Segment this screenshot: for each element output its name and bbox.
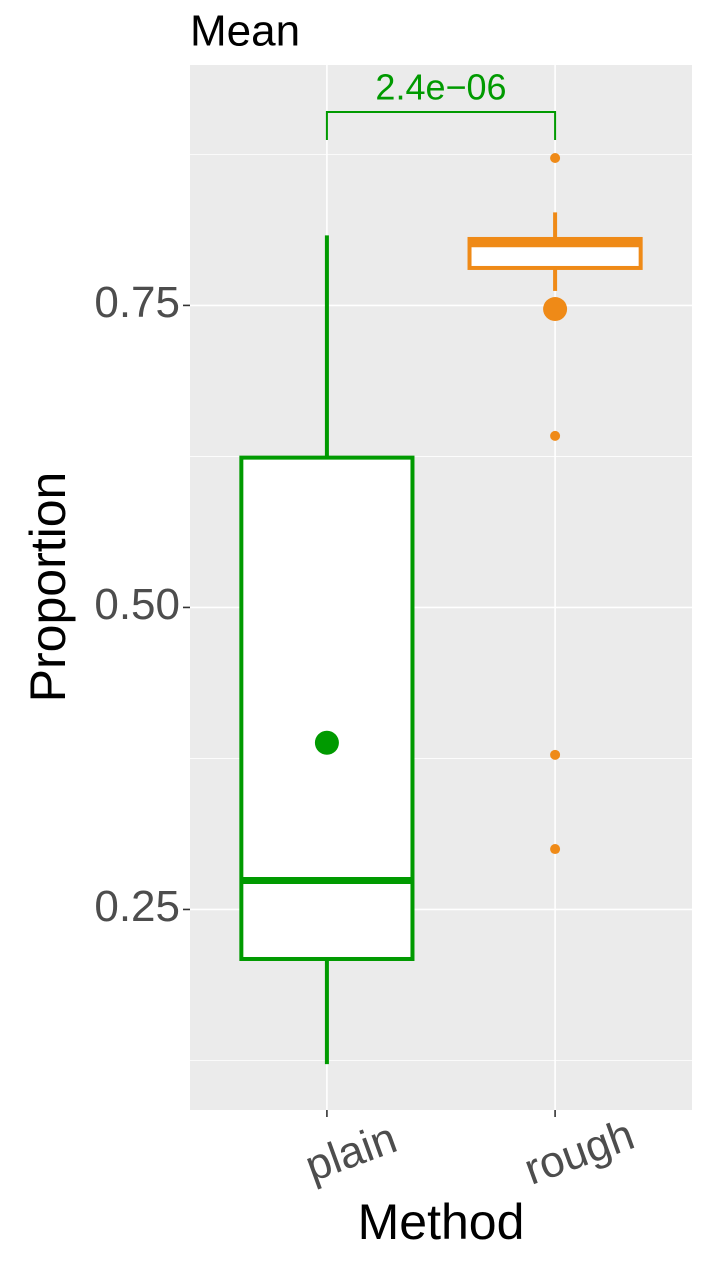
box: [239, 455, 415, 961]
y-tick-label: 0.25: [94, 882, 180, 931]
mean-point: [314, 730, 339, 755]
chart-title: Mean: [190, 7, 300, 56]
y-axis-title: Proportion: [20, 472, 76, 703]
bracket: [325, 111, 557, 140]
x-tick-label: plain: [299, 1113, 403, 1191]
y-tick-label: 0.75: [94, 278, 180, 327]
outlier: [550, 430, 561, 441]
mean-point: [543, 297, 568, 322]
y-tick-label: 0.50: [94, 580, 180, 629]
outlier: [550, 749, 561, 760]
annotation-label: 2.4e−06: [375, 67, 506, 108]
x-tick-label: rough: [518, 1110, 641, 1195]
outlier: [550, 153, 561, 164]
x-axis-title: Method: [358, 1194, 525, 1250]
outlier: [550, 844, 561, 855]
